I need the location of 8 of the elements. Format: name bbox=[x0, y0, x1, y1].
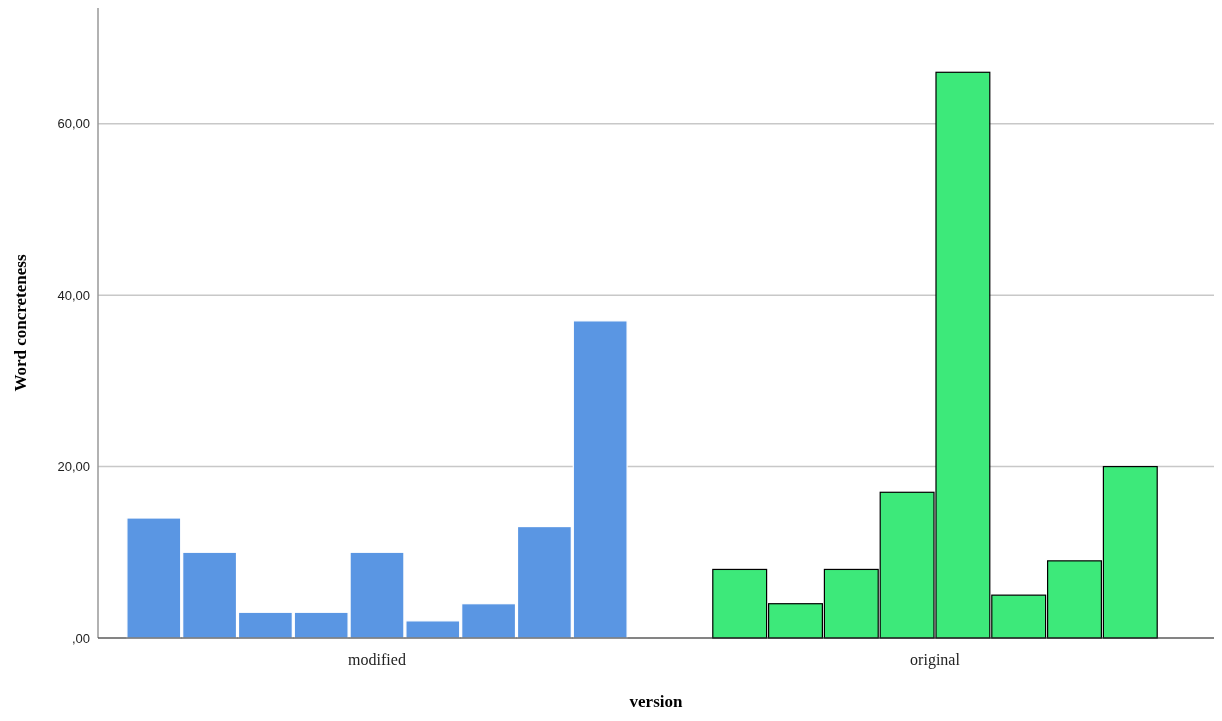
y-tick-label: ,00 bbox=[71, 630, 90, 646]
x-tick-label: original bbox=[910, 651, 961, 669]
y-tick-label: 60,00 bbox=[57, 116, 90, 132]
y-axis-title: Word concreteness bbox=[11, 254, 30, 392]
y-tick-label: 20,00 bbox=[57, 459, 90, 475]
x-tick-label: modified bbox=[348, 651, 406, 668]
y-tick-label: 40,00 bbox=[57, 287, 90, 303]
x-axis-title: version bbox=[629, 692, 683, 711]
